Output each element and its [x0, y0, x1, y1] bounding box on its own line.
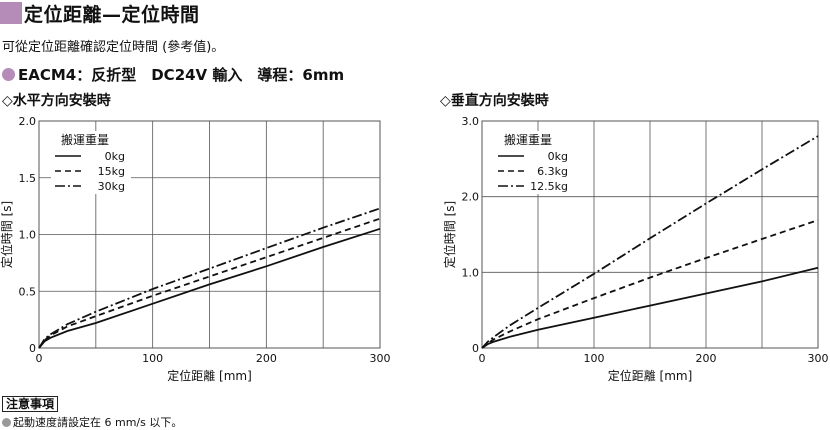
chart-horizontal: 0 100 200 300 0 0.5 1.0 1.5 2.0 定位距離 [mm] 定位時間 [s]…: [0, 115, 391, 383]
bullet-dot-icon: [2, 68, 15, 81]
x-tick-label: 300: [370, 352, 391, 365]
legend-label: 6.3kg: [537, 165, 568, 178]
legend-background: [51, 131, 131, 194]
y-tick-label: 3.0: [462, 115, 480, 128]
x-tick-label: 100: [584, 352, 605, 365]
y-tick-label: 0: [29, 342, 36, 355]
y-axis-label: 定位時間 [s]: [442, 201, 457, 268]
y-tick-label: 1.5: [19, 172, 37, 185]
y-axis-label: 定位時間 [s]: [0, 201, 14, 268]
chart-title-horizontal: ◇水平方向安裝時: [2, 93, 111, 109]
notes-text: 起動速度請設定在 6 mm/s 以下。: [13, 416, 183, 429]
page-header: 定位距離—定位時間: [0, 0, 200, 26]
notes-bullet-icon: [2, 417, 11, 427]
chart-vertical: 0 100 200 300 0 1.0 2.0 3.0 定位距離 [mm] 定位時間 [s] 搬運重…: [442, 115, 829, 383]
x-axis-label: 定位距離 [mm]: [608, 368, 693, 383]
series-line: [481, 219, 819, 349]
legend-label: 30kg: [98, 180, 125, 193]
y-tick-label: 0.5: [19, 285, 37, 298]
title-square-icon: [0, 2, 22, 24]
legend-background: [494, 131, 574, 194]
series-line: [481, 266, 819, 349]
legend-label: 0kg: [548, 150, 568, 163]
y-tick-label: 0: [472, 342, 479, 355]
model-label: EACM4：反折型 DC24V 輸入 導程：6mm: [18, 66, 345, 84]
page-title: 定位距離—定位時間: [24, 3, 200, 26]
intro-text: 可從定位距離確認定位時間 (參考值)。: [2, 40, 225, 55]
legend-label: 12.5kg: [530, 180, 568, 193]
y-tick-label: 1.0: [19, 229, 37, 242]
model-heading: EACM4：反折型 DC24V 輸入 導程：6mm: [2, 64, 344, 85]
series-line: [38, 227, 381, 349]
x-tick-label: 0: [36, 352, 43, 365]
y-tick-label: 1.0: [462, 266, 480, 279]
y-tick-label: 2.0: [462, 191, 480, 204]
x-axis-label: 定位距離 [mm]: [167, 368, 252, 383]
series-line: [38, 217, 381, 349]
x-tick-label: 300: [808, 352, 829, 365]
x-tick-label: 0: [479, 352, 486, 365]
x-tick-label: 200: [256, 352, 277, 365]
notes-line: 起動速度請設定在 6 mm/s 以下。: [2, 414, 182, 430]
series-line: [38, 207, 381, 349]
notes-heading: 注意事項: [2, 396, 59, 412]
x-tick-label: 200: [696, 352, 717, 365]
x-tick-label: 100: [142, 352, 163, 365]
y-tick-label: 2.0: [19, 115, 37, 128]
legend-label: 0kg: [105, 150, 125, 163]
chart-title-vertical: ◇垂直方向安裝時: [440, 93, 549, 109]
legend-label: 15kg: [98, 165, 125, 178]
legend-title: 搬運重量: [504, 132, 552, 147]
legend-title: 搬運重量: [61, 132, 109, 147]
